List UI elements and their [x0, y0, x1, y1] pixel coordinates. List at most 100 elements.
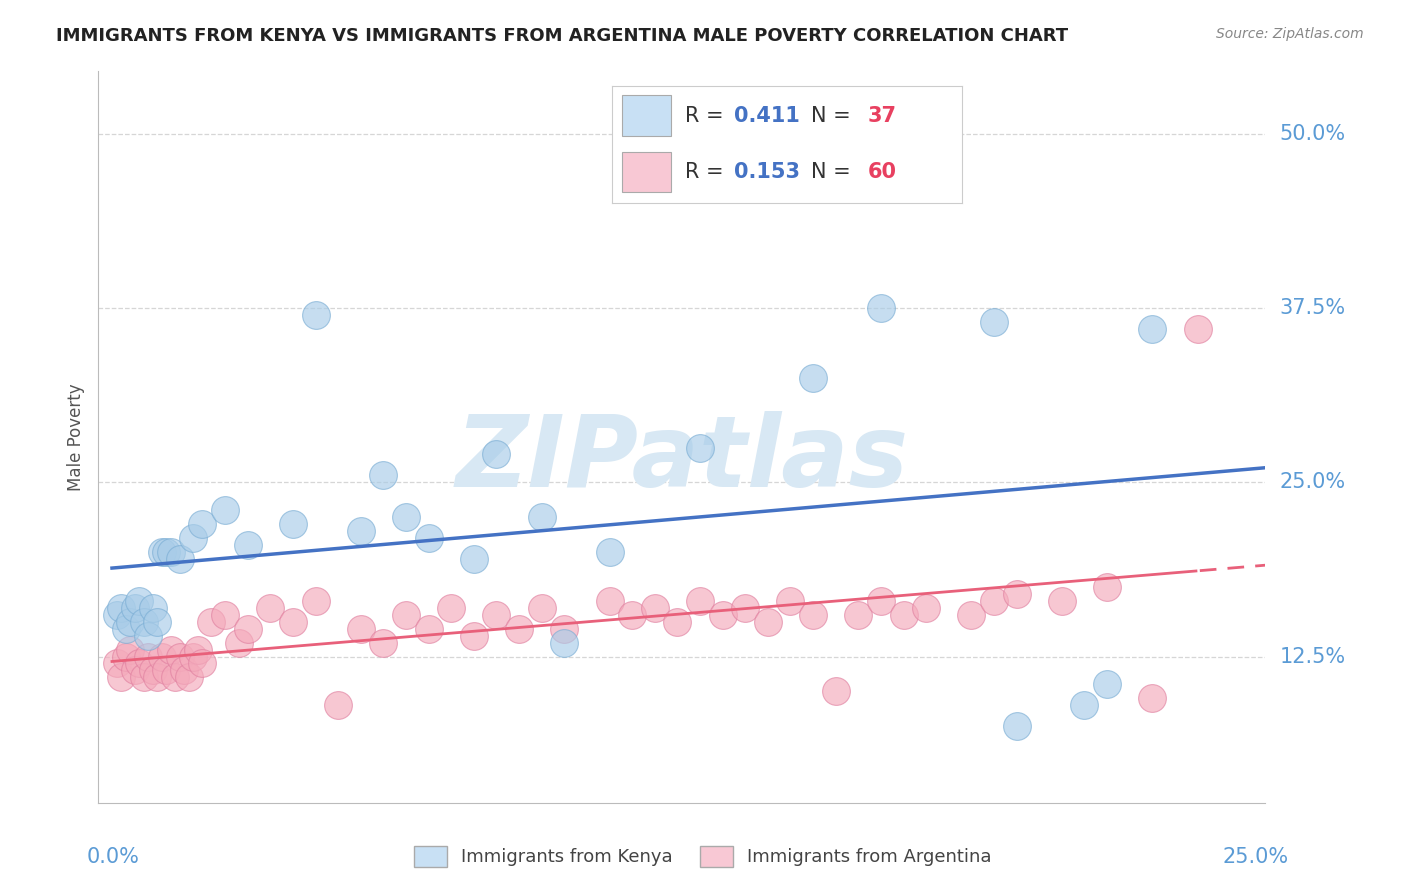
Point	[136, 629, 159, 643]
Point	[846, 607, 869, 622]
Point	[1187, 322, 1209, 336]
Point	[183, 649, 205, 664]
Point	[110, 600, 132, 615]
Point	[395, 510, 418, 524]
Point	[530, 510, 553, 524]
Point	[1050, 594, 1073, 608]
Point	[801, 607, 824, 622]
Point	[169, 649, 191, 664]
Text: ZIPatlas: ZIPatlas	[456, 410, 908, 508]
Point	[177, 670, 200, 684]
Point	[187, 642, 209, 657]
Point	[128, 594, 150, 608]
Point	[983, 315, 1005, 329]
Point	[150, 545, 173, 559]
Point	[304, 308, 326, 322]
Point	[1142, 322, 1164, 336]
Point	[228, 635, 250, 649]
Point	[508, 622, 530, 636]
Point	[1005, 587, 1028, 601]
Point	[1142, 691, 1164, 706]
Point	[150, 649, 173, 664]
Point	[328, 698, 350, 713]
Point	[155, 545, 177, 559]
Text: Source: ZipAtlas.com: Source: ZipAtlas.com	[1216, 27, 1364, 41]
Point	[418, 622, 440, 636]
Point	[599, 594, 621, 608]
Point	[711, 607, 734, 622]
Point	[350, 524, 373, 538]
Point	[350, 622, 373, 636]
Point	[553, 622, 575, 636]
Point	[530, 600, 553, 615]
Point	[173, 664, 195, 678]
Point	[120, 615, 142, 629]
Point	[169, 552, 191, 566]
Point	[870, 594, 893, 608]
Point	[259, 600, 281, 615]
Point	[236, 538, 259, 552]
Point	[281, 615, 304, 629]
Point	[395, 607, 418, 622]
Point	[373, 635, 395, 649]
Point	[142, 664, 165, 678]
Point	[621, 607, 644, 622]
Point	[214, 503, 236, 517]
Point	[114, 622, 136, 636]
Point	[1095, 677, 1118, 691]
Point	[1005, 719, 1028, 733]
Point	[893, 607, 915, 622]
Point	[191, 517, 214, 532]
Point	[1095, 580, 1118, 594]
Point	[159, 545, 181, 559]
Text: 37.5%: 37.5%	[1279, 298, 1346, 318]
Text: IMMIGRANTS FROM KENYA VS IMMIGRANTS FROM ARGENTINA MALE POVERTY CORRELATION CHAR: IMMIGRANTS FROM KENYA VS IMMIGRANTS FROM…	[56, 27, 1069, 45]
Point	[165, 670, 187, 684]
Point	[110, 670, 132, 684]
Point	[440, 600, 463, 615]
Point	[824, 684, 846, 698]
Point	[666, 615, 689, 629]
Text: 25.0%: 25.0%	[1279, 473, 1346, 492]
Point	[132, 615, 155, 629]
Point	[142, 600, 165, 615]
Point	[463, 552, 485, 566]
Point	[124, 664, 146, 678]
Point	[463, 629, 485, 643]
Point	[870, 301, 893, 316]
Point	[146, 615, 169, 629]
Point	[155, 664, 177, 678]
Text: 0.0%: 0.0%	[87, 847, 139, 867]
Point	[756, 615, 779, 629]
Point	[485, 607, 508, 622]
Text: 25.0%: 25.0%	[1223, 847, 1289, 867]
Point	[146, 670, 169, 684]
Point	[281, 517, 304, 532]
Point	[128, 657, 150, 671]
Text: 12.5%: 12.5%	[1279, 647, 1346, 666]
Point	[114, 649, 136, 664]
Point	[136, 649, 159, 664]
Point	[485, 448, 508, 462]
Point	[644, 600, 666, 615]
Point	[159, 642, 181, 657]
Point	[105, 657, 128, 671]
Point	[983, 594, 1005, 608]
Point	[183, 531, 205, 545]
Point	[304, 594, 326, 608]
Point	[373, 468, 395, 483]
Point	[689, 441, 711, 455]
Point	[779, 594, 801, 608]
Point	[124, 600, 146, 615]
Y-axis label: Male Poverty: Male Poverty	[66, 384, 84, 491]
Point	[1073, 698, 1095, 713]
Point	[599, 545, 621, 559]
Point	[689, 594, 711, 608]
Point	[200, 615, 222, 629]
Point	[960, 607, 983, 622]
Point	[236, 622, 259, 636]
Point	[915, 600, 938, 615]
Point	[801, 371, 824, 385]
Text: 50.0%: 50.0%	[1279, 124, 1346, 144]
Point	[191, 657, 214, 671]
